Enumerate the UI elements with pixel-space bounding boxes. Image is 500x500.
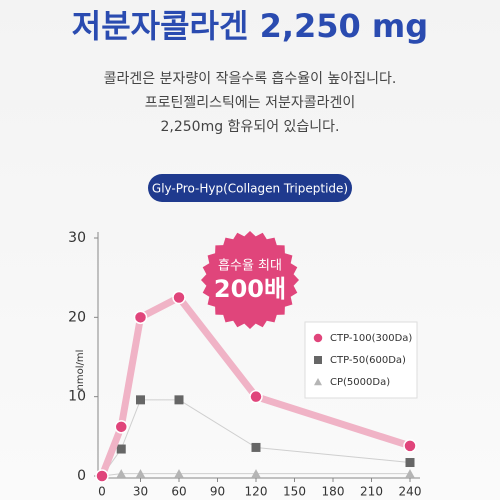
x-tick-label: 240 xyxy=(399,485,422,499)
y-tick-label: 30 xyxy=(68,230,86,246)
legend-marker xyxy=(312,332,324,344)
data-point xyxy=(249,389,263,404)
description: 프로틴젤리스틱에는 저분자콜라겐이 xyxy=(145,95,356,111)
subtitle: Gly-Pro-Hyp(Collagen Tripeptide) xyxy=(152,182,348,196)
page-title: 저분자콜라겐 2,250 mg xyxy=(72,7,428,45)
data-point xyxy=(405,458,415,468)
data-point xyxy=(136,469,145,478)
legend-label: CTP-50(600Da) xyxy=(330,355,406,366)
x-tick-label: 60 xyxy=(171,485,186,499)
badge xyxy=(201,231,299,329)
data-point xyxy=(403,439,417,453)
legend-marker xyxy=(314,378,322,386)
series-line xyxy=(101,473,410,477)
description: 콜라겐은 분자량이 작을수록 흡수율이 높아집니다. xyxy=(104,71,397,87)
data-point xyxy=(116,444,126,454)
series-line xyxy=(98,294,412,478)
y-tick-label: 0 xyxy=(77,468,86,484)
subtitle-pill xyxy=(148,174,352,202)
description: 2,250mg 함유되어 있습니다. xyxy=(161,119,340,135)
data-point xyxy=(174,395,184,405)
legend-label: CTP-100(300Da) xyxy=(330,333,412,344)
data-point xyxy=(133,310,148,325)
x-tick-label: 30 xyxy=(133,485,148,499)
data-point xyxy=(174,469,184,478)
x-tick-label: 210 xyxy=(360,485,383,499)
legend-label: CP(5000Da) xyxy=(330,377,390,388)
badge-text: 200배 xyxy=(214,275,286,303)
data-point xyxy=(116,469,126,478)
x-tick-label: 0 xyxy=(98,485,106,499)
y-axis-label: nmol/ml xyxy=(75,350,86,391)
data-point xyxy=(251,442,261,452)
data-point xyxy=(114,420,128,434)
legend xyxy=(304,321,418,399)
data-point xyxy=(405,469,415,478)
y-tick-label: 10 xyxy=(68,389,86,405)
data-point xyxy=(251,469,261,478)
y-tick-label: 20 xyxy=(68,309,86,325)
data-point xyxy=(95,469,109,483)
x-tick-label: 90 xyxy=(210,485,225,499)
data-point xyxy=(136,395,145,405)
badge-text: 흡수율 최대 xyxy=(218,259,282,274)
x-tick-label: 180 xyxy=(322,485,345,499)
x-tick-label: 150 xyxy=(283,485,306,499)
data-point xyxy=(172,290,186,305)
legend-marker xyxy=(314,356,322,364)
x-tick-label: 120 xyxy=(245,485,268,499)
